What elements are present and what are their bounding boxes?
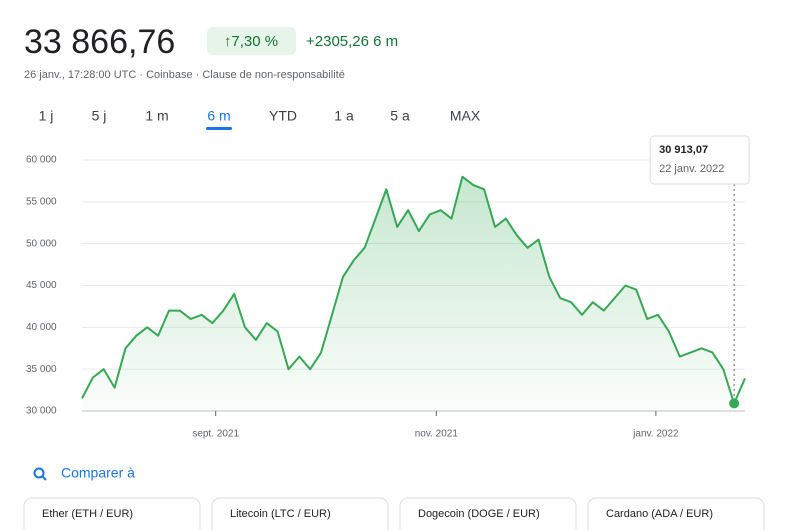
search-icon[interactable] [33, 467, 47, 481]
range-tab[interactable]: 6 m [207, 108, 230, 124]
y-tick-label: 50 000 [26, 238, 57, 249]
compare-item: Cardano (ADA / EUR) [606, 508, 713, 520]
y-tick-label: 35 000 [26, 364, 57, 375]
tooltip [649, 135, 750, 185]
hover-point [729, 398, 740, 409]
y-tick-label: 55 000 [26, 196, 57, 207]
meta: 26 janv., 17:28:00 UTC · Coinbase · Clau… [24, 69, 345, 81]
x-tick-label: nov. 2021 [415, 429, 459, 440]
range-tab[interactable]: 1 m [145, 108, 168, 124]
compare-item: Ether (ETH / EUR) [42, 508, 133, 520]
area [82, 176, 745, 411]
change-pct: ↑7,30 % [224, 33, 278, 50]
y-tick-label: 45 000 [26, 280, 57, 291]
y-tick-label: 60 000 [26, 155, 57, 166]
tooltip-date: 22 janv. 2022 [659, 163, 724, 175]
price: 33 866,76 [24, 23, 175, 61]
compare-card[interactable] [23, 497, 201, 530]
x-tick-label: janv. 2022 [632, 429, 679, 440]
range-tab[interactable]: 1 a [334, 108, 354, 124]
compare-label[interactable]: Comparer à [61, 465, 135, 481]
change-badge [207, 27, 296, 55]
compare-item: Litecoin (LTC / EUR) [230, 508, 331, 520]
compare-card[interactable] [587, 497, 765, 530]
y-tick-label: 30 000 [26, 406, 57, 417]
range-underline [206, 127, 232, 130]
range-tab[interactable]: 5 a [390, 108, 410, 124]
compare-card[interactable] [211, 497, 389, 530]
x-tick-label: sept. 2021 [192, 429, 239, 440]
range-tab[interactable]: 1 j [39, 108, 54, 124]
range-tab[interactable]: YTD [269, 108, 297, 124]
range-tab[interactable]: 5 j [92, 108, 107, 124]
range-tab[interactable]: MAX [450, 108, 481, 124]
compare-item: Dogecoin (DOGE / EUR) [418, 508, 540, 520]
line [81, 175, 746, 405]
y-tick-label: 40 000 [26, 322, 57, 333]
tooltip-value: 30 913,07 [659, 144, 708, 156]
change: +2305,26 6 m [306, 33, 398, 50]
compare-card[interactable] [399, 497, 577, 530]
